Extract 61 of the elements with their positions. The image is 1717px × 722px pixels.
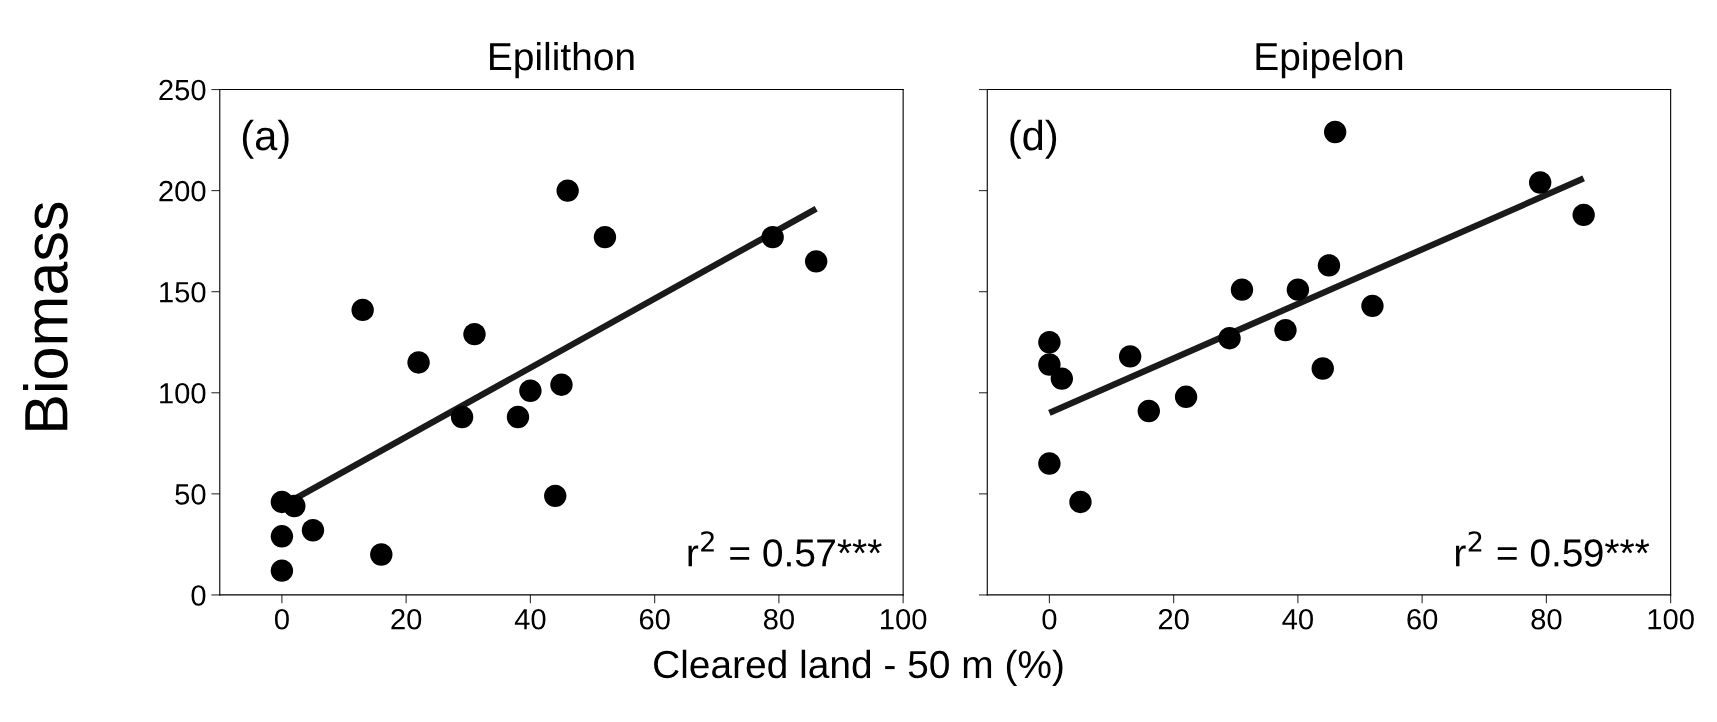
y-tick-label: 200 [159, 180, 206, 202]
chart-title: Epipelon [1256, 41, 1403, 79]
point [270, 525, 294, 548]
point [550, 373, 573, 396]
point [1050, 367, 1074, 390]
x-tick-label: 60 [639, 608, 670, 630]
point [407, 351, 430, 374]
y-tick-label: 0 [191, 585, 206, 606]
point [761, 225, 784, 249]
point [1572, 203, 1595, 227]
annotation: r$^{2}$ = 0.59*** [1455, 531, 1650, 567]
point [283, 494, 306, 518]
x-tick-label: 20 [391, 608, 422, 630]
x-tick-label: 100 [881, 608, 927, 630]
y-tick-label: 250 [159, 79, 206, 101]
point [1230, 278, 1254, 301]
chart-title: Epilithon [490, 41, 634, 79]
x-tick-label: 40 [514, 608, 546, 630]
x-tick-label: 0 [1042, 608, 1057, 630]
point [450, 405, 474, 429]
annotation: (d) [1010, 119, 1057, 159]
point [1323, 120, 1347, 144]
point [463, 322, 486, 346]
point [1218, 326, 1241, 350]
point [301, 519, 325, 542]
point [593, 225, 617, 249]
y-tick-label: 100 [160, 382, 206, 404]
x-tick-label: 100 [1648, 608, 1694, 630]
x-tick-label: 40 [1282, 608, 1313, 630]
point [1528, 171, 1552, 194]
point [1118, 345, 1142, 368]
point [1038, 331, 1061, 354]
point [1069, 490, 1092, 514]
x-tick-label: 80 [1531, 608, 1562, 630]
point [1311, 357, 1334, 380]
x-tick-label: 20 [1158, 608, 1189, 630]
point [519, 379, 542, 402]
point [544, 484, 567, 508]
point [370, 543, 393, 566]
x-tick-label: 0 [274, 608, 289, 630]
annotation: (a) [242, 119, 289, 159]
point [1286, 278, 1310, 301]
point [804, 250, 828, 273]
x-tick-label: 60 [1407, 608, 1438, 630]
point [506, 405, 530, 429]
y-axis-title: Biomass [23, 202, 68, 430]
point [351, 298, 374, 322]
x-tick-label: 80 [763, 608, 794, 630]
point [556, 179, 579, 202]
point [1038, 452, 1061, 475]
point [1274, 318, 1297, 342]
point [270, 559, 294, 582]
y-tick-label: 150 [160, 281, 206, 303]
annotation: r$^{2}$ = 0.57*** [688, 531, 882, 567]
point [1038, 353, 1061, 376]
y-tick-label: 50 [175, 484, 206, 505]
x-axis-title: Cleared land - 50 m (%) [654, 649, 1063, 686]
point [1137, 399, 1160, 423]
point [1317, 254, 1341, 277]
point [1361, 294, 1384, 318]
point [1174, 385, 1198, 409]
